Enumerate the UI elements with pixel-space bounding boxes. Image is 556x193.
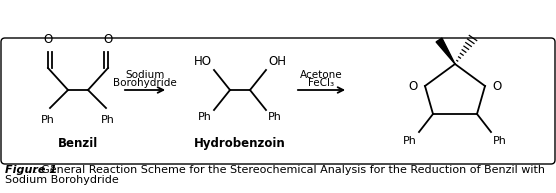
Text: O: O (492, 80, 502, 92)
Text: FeCl₃: FeCl₃ (309, 78, 335, 88)
Polygon shape (436, 38, 455, 64)
Text: Hydrobenzoin: Hydrobenzoin (194, 137, 286, 150)
Text: Acetone: Acetone (300, 70, 343, 80)
Text: O: O (43, 33, 53, 46)
Text: : General Reaction Scheme for the Stereochemical Analysis for the Reduction of B: : General Reaction Scheme for the Stereo… (34, 165, 545, 175)
Text: O: O (103, 33, 113, 46)
Text: Ph: Ph (268, 112, 282, 122)
Text: Ph: Ph (41, 115, 55, 125)
Text: Borohydride: Borohydride (113, 78, 177, 88)
Text: Ph: Ph (493, 136, 507, 146)
Text: Sodium: Sodium (125, 70, 165, 80)
Text: Benzil: Benzil (58, 137, 98, 150)
Text: HO: HO (194, 55, 212, 68)
Text: Ph: Ph (403, 136, 417, 146)
FancyBboxPatch shape (1, 38, 555, 164)
Text: Sodium Borohydride: Sodium Borohydride (5, 175, 119, 185)
Text: Ph: Ph (101, 115, 115, 125)
Text: O: O (409, 80, 418, 92)
Text: OH: OH (268, 55, 286, 68)
Text: Figure 1: Figure 1 (5, 165, 57, 175)
Text: Ph: Ph (198, 112, 212, 122)
